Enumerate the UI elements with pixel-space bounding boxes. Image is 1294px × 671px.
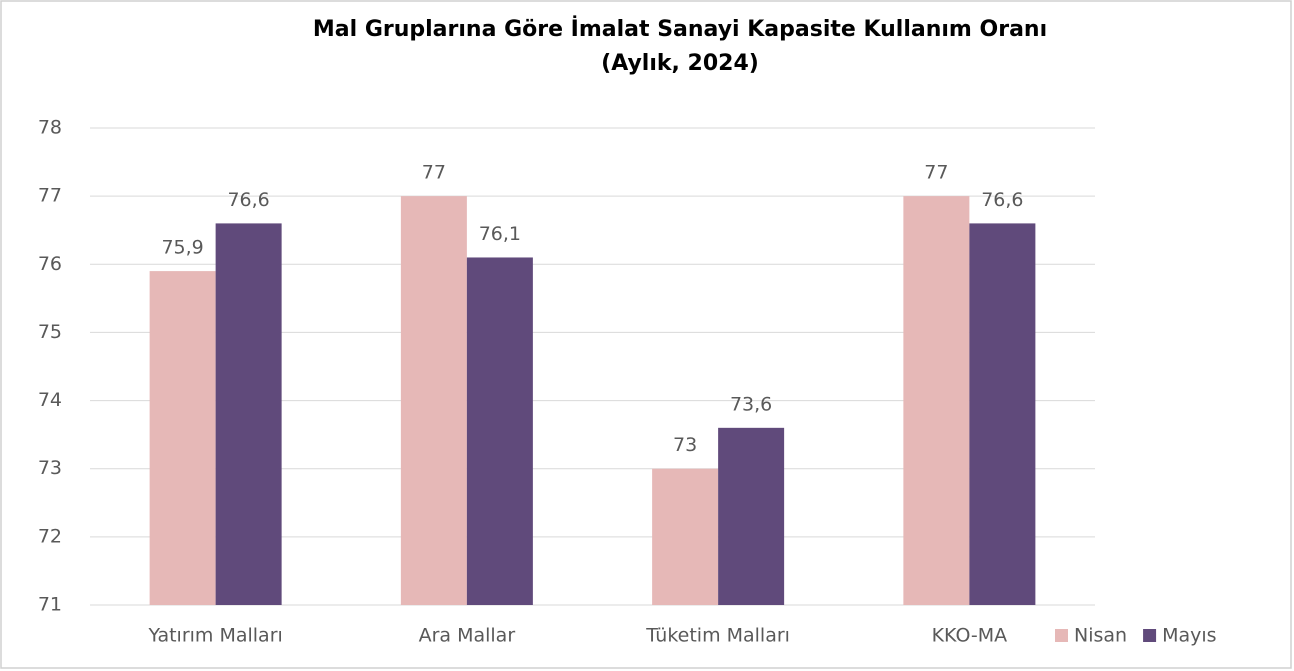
data-label: 77	[422, 162, 446, 184]
x-tick-label: Ara Mallar	[419, 625, 516, 647]
y-tick-label: 72	[38, 525, 62, 547]
bar	[969, 223, 1036, 605]
data-label: 76,1	[479, 223, 521, 245]
legend-label: Nisan	[1074, 625, 1127, 647]
data-label: 77	[924, 162, 948, 184]
y-tick-label: 71	[38, 594, 62, 616]
data-label: 73	[673, 434, 697, 456]
y-tick-label: 74	[38, 389, 62, 411]
bar	[466, 257, 533, 605]
bar	[215, 223, 282, 605]
data-label: 73,6	[730, 393, 772, 415]
chart-title: Mal Gruplarına Göre İmalat Sanayi Kapasi…	[313, 16, 1047, 42]
x-tick-label: KKO-MA	[932, 625, 1008, 647]
y-tick-label: 78	[38, 117, 62, 139]
y-tick-label: 73	[38, 457, 62, 479]
bar	[652, 468, 719, 605]
y-tick-label: 77	[38, 185, 62, 207]
legend-swatch	[1055, 629, 1068, 642]
x-tick-label: Yatırım Malları	[147, 625, 282, 647]
legend-label: Mayıs	[1162, 625, 1216, 647]
bar	[903, 196, 970, 605]
x-tick-label: Tüketim Malları	[645, 625, 790, 647]
data-label: 76,6	[981, 189, 1023, 211]
y-tick-label: 75	[38, 321, 62, 343]
data-label: 75,9	[161, 237, 203, 259]
bar	[400, 196, 467, 605]
y-tick-label: 76	[38, 253, 62, 275]
legend-swatch	[1143, 629, 1157, 642]
data-label: 76,6	[227, 189, 269, 211]
bar	[718, 427, 785, 605]
bar	[149, 271, 216, 605]
chart-subtitle: (Aylık, 2024)	[601, 51, 759, 76]
